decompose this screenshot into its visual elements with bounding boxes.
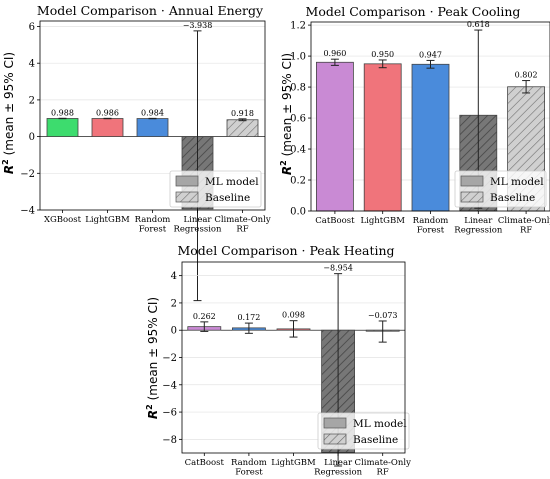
legend: ML model Baseline: [169, 170, 262, 208]
data-label: −3.938: [183, 21, 213, 30]
x-tick-label: LightGBM: [85, 215, 130, 225]
chart-peak-heating: Model Comparison · Peak Heating −8 −6 −4 −2…: [145, 243, 411, 478]
y-ticks: −8 −6 −4 −2 0 2 4: [162, 271, 182, 446]
bar: [136, 118, 169, 138]
legend-swatch-ml: [175, 175, 199, 187]
bar: [226, 119, 259, 138]
x-tick-label: XGBoost: [44, 215, 82, 225]
data-label: −8.954: [323, 264, 353, 273]
bar: [46, 118, 79, 138]
data-label: 0.984: [141, 108, 164, 117]
y-tick-label: −6: [162, 408, 177, 419]
x-tick-label: Random Forest: [413, 216, 449, 236]
data-label: 0.947: [419, 50, 442, 59]
x-tick-label: Climate-Only RF: [355, 458, 412, 478]
data-label: 0.986: [96, 108, 119, 117]
data-label: 0.098: [282, 311, 305, 320]
y-axis-label: R2 (mean ± 95% CI): [145, 297, 160, 419]
y-tick-label: 2: [171, 298, 177, 309]
y-tick-label: 0: [29, 132, 35, 143]
y-tick-label: −2: [162, 353, 177, 364]
y-axis-label: R2 (mean ± 95% CI): [1, 52, 16, 174]
bar: [91, 118, 124, 138]
y-tick-label: 6: [29, 22, 35, 33]
legend-label-ml: ML model: [353, 418, 407, 430]
y-tick-label: 0.4: [290, 145, 306, 156]
y-tick-label: 1.2: [290, 21, 306, 32]
data-label: 0.618: [467, 20, 490, 29]
chart-title: Model Comparison · Peak Heating: [177, 243, 394, 258]
data-label: −0.073: [368, 311, 398, 320]
legend-label-baseline: Baseline: [490, 192, 535, 204]
legend-swatch-baseline: [323, 433, 347, 445]
legend-swatch-baseline: [460, 191, 484, 203]
x-tick-label: LightGBM: [271, 458, 316, 468]
y-tick-label: −4: [20, 206, 35, 217]
y-tick-label: 0.2: [290, 176, 306, 187]
legend-label-baseline: Baseline: [353, 434, 398, 446]
x-tick-label: CatBoost: [185, 458, 225, 468]
plot-frame: [181, 261, 406, 454]
y-tick-label: 0.8: [290, 83, 306, 94]
y-tick-label: 4: [171, 271, 177, 282]
data-label: 0.802: [515, 71, 538, 80]
legend: ML model Baseline: [454, 170, 547, 208]
y-tick-label: −8: [162, 435, 177, 446]
chart-peak-cooling: Model Comparison · Peak Cooling 0.00.20.…: [279, 4, 550, 236]
legend-label-baseline: Baseline: [205, 192, 250, 204]
bar: [411, 63, 450, 212]
x-tick-label: Climate-Only RF: [214, 215, 271, 235]
y-tick-label: −2: [20, 169, 35, 180]
data-label: 0.172: [237, 313, 260, 322]
x-tick-label: Linear Regression: [174, 215, 223, 235]
x-tick-label: LightGBM: [360, 216, 405, 226]
data-label: 0.918: [231, 109, 254, 118]
y-ticks: −4 −2 0 2 4 6: [20, 22, 40, 217]
y-tick-label: 0: [171, 326, 177, 337]
legend-label-ml: ML model: [490, 176, 544, 188]
data-labels: 0.960 0.950 0.947 0.618 0.802: [323, 20, 537, 80]
x-tick-label: Climate-Only RF: [498, 216, 550, 236]
x-tick-label: Linear Regression: [454, 216, 503, 236]
legend-swatch-ml: [460, 175, 484, 187]
legend-swatch-baseline: [175, 191, 199, 203]
chart-annual-energy: Model Comparison · Annual Energy −4 −2 0 2 4…: [1, 3, 271, 302]
y-tick-label: 1.0: [290, 52, 306, 63]
chart-title: Model Comparison · Peak Cooling: [306, 4, 521, 19]
x-ticks: CatBoost Random Forest LightGBM Linear Regres…: [185, 453, 411, 478]
y-ticks: 0.0 0.2 0.4 0.6 0.8 1.0 1.2: [290, 21, 311, 218]
plot-frame: [310, 21, 550, 212]
x-tick-label: CatBoost: [315, 216, 355, 226]
x-tick-label: Random Forest: [135, 215, 171, 235]
bar: [363, 63, 402, 212]
plot-frame: [39, 20, 266, 211]
y-tick-label: 2: [29, 95, 35, 106]
y-tick-label: 0.6: [290, 114, 306, 125]
y-tick-label: 0.0: [290, 207, 306, 218]
legend-swatch-ml: [323, 417, 347, 429]
data-label: 0.950: [371, 50, 394, 59]
legend: ML model Baseline: [317, 412, 410, 450]
y-axis-label: R2 (mean ± 95% CI): [279, 53, 294, 175]
data-labels: 0.988 0.986 0.984 −3.938 0.918: [51, 21, 254, 118]
y-tick-label: −4: [162, 380, 177, 391]
x-tick-label: Random Forest: [231, 458, 267, 478]
x-tick-label: Linear Regression: [314, 458, 363, 478]
bar: [315, 61, 354, 212]
data-label: 0.988: [51, 108, 74, 117]
chart-title: Model Comparison · Annual Energy: [37, 3, 264, 18]
data-labels: 0.262 0.172 0.098 −8.954 −0.073: [193, 264, 398, 322]
data-label: 0.960: [323, 49, 346, 58]
legend-label-ml: ML model: [205, 176, 259, 188]
bars: [40, 30, 265, 302]
data-label: 0.262: [193, 312, 216, 321]
y-tick-label: 4: [29, 59, 35, 70]
